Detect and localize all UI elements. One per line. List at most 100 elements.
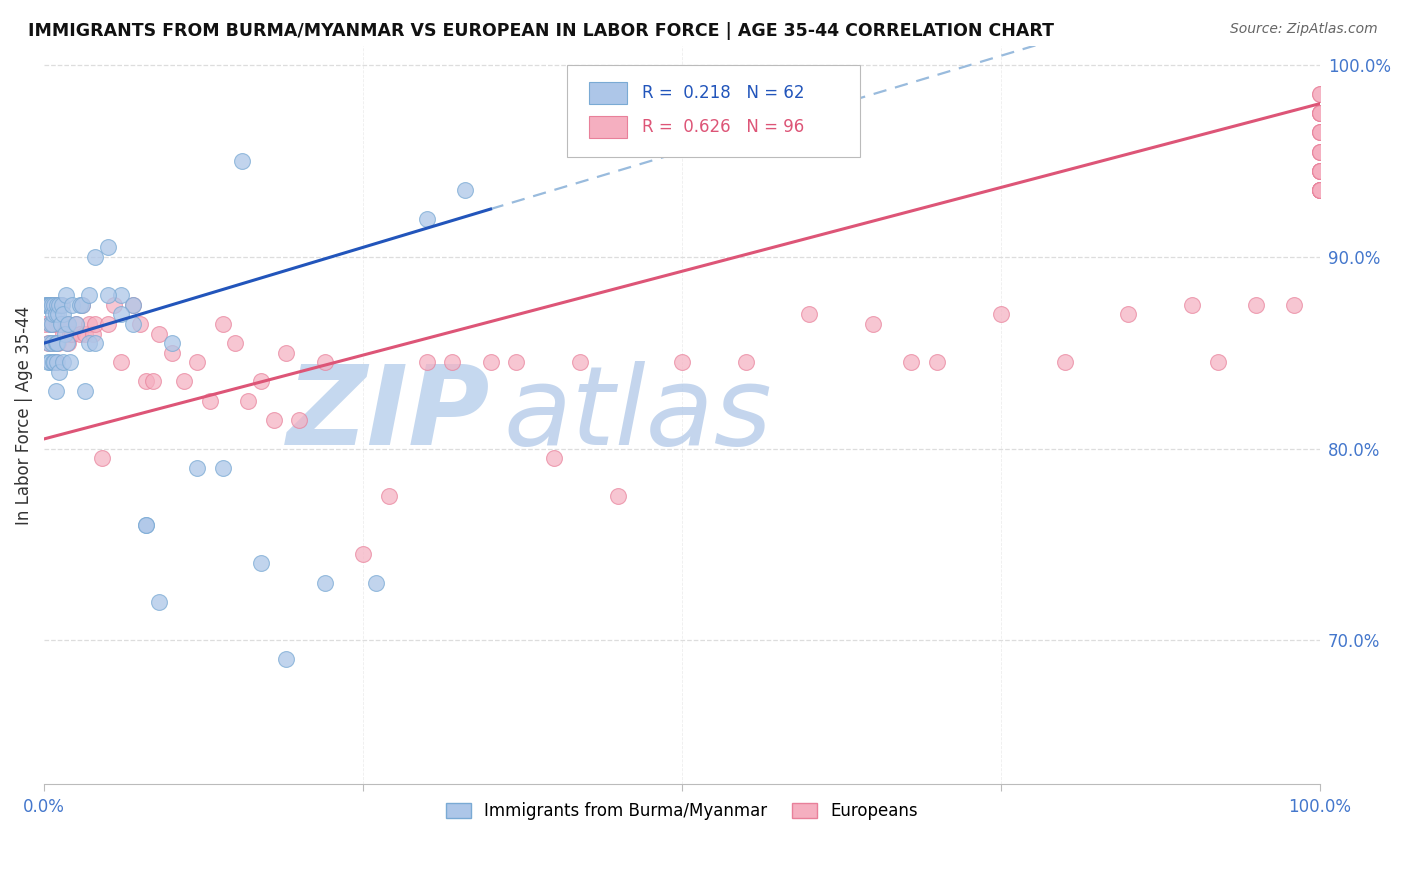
Point	[1282, 298, 1305, 312]
Point	[59, 326, 82, 341]
Point	[42, 307, 65, 321]
Point	[263, 413, 285, 427]
Point	[1309, 106, 1331, 120]
Point	[135, 375, 157, 389]
Point	[52, 307, 75, 321]
Point	[59, 355, 82, 369]
Point	[1309, 183, 1331, 197]
Point	[1309, 125, 1331, 139]
Point	[97, 288, 120, 302]
Point	[69, 298, 91, 312]
Point	[734, 355, 756, 369]
Text: atlas: atlas	[503, 361, 772, 468]
Point	[45, 355, 67, 369]
Point	[35, 298, 58, 312]
Point	[1181, 298, 1204, 312]
Point	[45, 307, 67, 321]
Point	[37, 355, 59, 369]
Point	[173, 375, 195, 389]
Point	[1309, 145, 1331, 159]
Point	[73, 384, 96, 398]
Point	[1309, 163, 1331, 178]
Point	[1309, 163, 1331, 178]
Point	[45, 298, 67, 312]
Point	[1309, 183, 1331, 197]
Point	[41, 317, 63, 331]
Text: R =  0.626   N = 96: R = 0.626 N = 96	[643, 119, 804, 136]
Point	[110, 307, 132, 321]
Bar	[589, 116, 627, 138]
Text: R =  0.218   N = 62: R = 0.218 N = 62	[643, 84, 804, 102]
Point	[39, 355, 62, 369]
Point	[35, 298, 58, 312]
Point	[238, 393, 260, 408]
Point	[454, 183, 477, 197]
Bar	[589, 82, 627, 103]
Point	[60, 326, 83, 341]
Point	[97, 240, 120, 254]
Point	[1309, 106, 1331, 120]
Point	[56, 317, 79, 331]
Y-axis label: In Labor Force | Age 35-44: In Labor Force | Age 35-44	[15, 305, 32, 524]
Point	[52, 326, 75, 341]
Point	[48, 298, 70, 312]
Point	[122, 298, 145, 312]
Point	[41, 336, 63, 351]
FancyBboxPatch shape	[567, 64, 860, 157]
Point	[1309, 183, 1331, 197]
Point	[45, 336, 67, 351]
Point	[1309, 183, 1331, 197]
Point	[352, 547, 374, 561]
Point	[53, 326, 76, 341]
Point	[231, 154, 253, 169]
Point	[39, 298, 62, 312]
Point	[364, 575, 387, 590]
Point	[45, 355, 67, 369]
Point	[543, 451, 565, 466]
Point	[82, 326, 104, 341]
Point	[58, 336, 80, 351]
Point	[1244, 298, 1267, 312]
Point	[42, 317, 65, 331]
Point	[250, 557, 273, 571]
Point	[377, 489, 399, 503]
Point	[44, 298, 66, 312]
Point	[128, 317, 150, 331]
Point	[97, 317, 120, 331]
Point	[568, 355, 591, 369]
Point	[77, 336, 100, 351]
Point	[1309, 163, 1331, 178]
Text: ZIP: ZIP	[287, 361, 491, 468]
Point	[72, 298, 94, 312]
Point	[34, 298, 56, 312]
Point	[34, 317, 56, 331]
Point	[671, 355, 693, 369]
Point	[416, 355, 439, 369]
Point	[160, 345, 183, 359]
Point	[479, 355, 502, 369]
Point	[46, 307, 69, 321]
Point	[441, 355, 464, 369]
Point	[110, 288, 132, 302]
Point	[52, 355, 75, 369]
Point	[1309, 87, 1331, 102]
Text: IMMIGRANTS FROM BURMA/MYANMAR VS EUROPEAN IN LABOR FORCE | AGE 35-44 CORRELATION: IMMIGRANTS FROM BURMA/MYANMAR VS EUROPEA…	[28, 22, 1054, 40]
Point	[1309, 125, 1331, 139]
Point	[38, 336, 60, 351]
Point	[925, 355, 948, 369]
Text: Source: ZipAtlas.com: Source: ZipAtlas.com	[1230, 22, 1378, 37]
Point	[186, 355, 208, 369]
Point	[1309, 145, 1331, 159]
Point	[862, 317, 884, 331]
Legend: Immigrants from Burma/Myanmar, Europeans: Immigrants from Burma/Myanmar, Europeans	[439, 796, 925, 827]
Point	[505, 355, 527, 369]
Point	[73, 326, 96, 341]
Point	[135, 518, 157, 533]
Point	[900, 355, 922, 369]
Point	[51, 298, 73, 312]
Point	[77, 288, 100, 302]
Point	[45, 317, 67, 331]
Point	[607, 489, 630, 503]
Point	[198, 393, 221, 408]
Point	[1309, 183, 1331, 197]
